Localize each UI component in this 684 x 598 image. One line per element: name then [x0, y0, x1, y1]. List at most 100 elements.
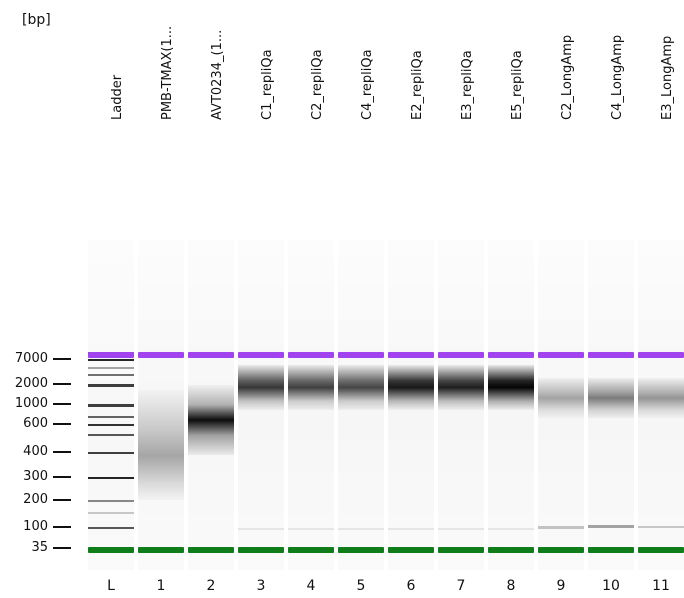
- lane-name-6: E2_repliQa: [391, 8, 431, 128]
- lane-name-5: C4_repliQa: [341, 8, 381, 128]
- lane-index-6: 6: [406, 578, 416, 594]
- lane-name-text-8: E5_repliQa: [510, 50, 525, 120]
- axis-tick-1000: [53, 403, 71, 405]
- axis-label-600: 600: [23, 416, 48, 431]
- band-4-1: [288, 528, 334, 530]
- lower-marker-2: [188, 547, 234, 553]
- lane-name-7: E3_repliQa: [441, 8, 481, 128]
- axis-label-100: 100: [23, 519, 48, 534]
- axis-label-1000: 1000: [14, 396, 48, 411]
- lane-L: [88, 240, 134, 570]
- lane-9: [538, 240, 584, 570]
- band-7-0: [438, 365, 484, 410]
- lane-gel-9: [538, 240, 584, 570]
- upper-marker-6: [388, 352, 434, 358]
- axis-tick-300: [53, 476, 71, 478]
- lane-index-L: L: [107, 578, 115, 594]
- axis-label-400: 400: [23, 444, 48, 459]
- lane-index-2: 2: [206, 578, 216, 594]
- band-L-8: [88, 434, 134, 436]
- band-L-4: [88, 384, 134, 387]
- band-7-1: [438, 528, 484, 530]
- lane-name-text-5: C4_repliQa: [360, 49, 375, 120]
- upper-marker-8: [488, 352, 534, 358]
- lane-name-1: PMB-TMAX(1...: [141, 8, 181, 128]
- upper-marker-3: [238, 352, 284, 358]
- lane-1: [138, 240, 184, 570]
- band-3-0: [238, 365, 284, 410]
- band-L-10: [88, 477, 134, 479]
- lane-index-10: 10: [602, 578, 620, 594]
- lower-marker-1: [138, 547, 184, 553]
- lane-index-11: 11: [652, 578, 670, 594]
- unit-label: [bp]: [22, 12, 51, 28]
- lane-index-3: 3: [256, 578, 266, 594]
- band-6-0: [388, 365, 434, 410]
- lower-marker-10: [588, 547, 634, 553]
- upper-marker-11: [638, 352, 684, 358]
- band-L-6: [88, 416, 134, 418]
- upper-marker-1: [138, 352, 184, 358]
- lower-marker-5: [338, 547, 384, 553]
- lane-name-text-7: E3_repliQa: [460, 50, 475, 120]
- axis-tick-35: [53, 547, 71, 549]
- lane-11: [638, 240, 684, 570]
- axis-label-2000: 2000: [14, 376, 48, 391]
- lane-4: [288, 240, 334, 570]
- band-9-1: [538, 526, 584, 529]
- band-4-0: [288, 365, 334, 410]
- band-L-12: [88, 512, 134, 514]
- upper-marker-2: [188, 352, 234, 358]
- band-8-0: [488, 365, 534, 410]
- lane-index-7: 7: [456, 578, 466, 594]
- axis-tick-2000: [53, 383, 71, 385]
- band-L-3: [88, 374, 134, 376]
- band-10-0: [588, 378, 634, 418]
- lane-name-L: Ladder: [91, 8, 131, 128]
- axis-tick-7000: [53, 358, 71, 360]
- band-5-1: [338, 528, 384, 530]
- band-2-0: [188, 385, 234, 455]
- axis-tick-400: [53, 451, 71, 453]
- axis-tick-200: [53, 499, 71, 501]
- lane-index-1: 1: [156, 578, 166, 594]
- lane-name-text-2: AVT0234_(1...: [210, 29, 225, 120]
- upper-marker-7: [438, 352, 484, 358]
- lane-2: [188, 240, 234, 570]
- lane-name-text-11: E3_LongAmp: [660, 35, 675, 120]
- band-8-1: [488, 528, 534, 530]
- lane-name-10: C4_LongAmp: [591, 8, 631, 128]
- lower-marker-6: [388, 547, 434, 553]
- band-L-1: [88, 359, 134, 361]
- lane-5: [338, 240, 384, 570]
- lane-name-2: AVT0234_(1...: [191, 8, 231, 128]
- axis-label-200: 200: [23, 492, 48, 507]
- upper-marker-9: [538, 352, 584, 358]
- lower-marker-9: [538, 547, 584, 553]
- lane-gel-11: [638, 240, 684, 570]
- lane-8: [488, 240, 534, 570]
- band-L-7: [88, 424, 134, 426]
- band-1-0: [138, 390, 184, 500]
- lane-name-8: E5_repliQa: [491, 8, 531, 128]
- lane-index-9: 9: [556, 578, 566, 594]
- axis-tick-100: [53, 526, 71, 528]
- lane-name-text-6: E2_repliQa: [410, 50, 425, 120]
- band-L-5: [88, 404, 134, 407]
- lane-name-text-1: PMB-TMAX(1...: [160, 25, 175, 120]
- lane-name-text-L: Ladder: [110, 74, 125, 120]
- band-3-1: [238, 528, 284, 530]
- band-5-0: [338, 365, 384, 410]
- band-L-2: [88, 367, 134, 369]
- band-6-1: [388, 528, 434, 530]
- lane-name-text-10: C4_LongAmp: [610, 34, 625, 120]
- axis-tick-600: [53, 423, 71, 425]
- lane-index-5: 5: [356, 578, 366, 594]
- lane-name-text-3: C1_repliQa: [260, 49, 275, 120]
- upper-marker-L: [88, 352, 134, 358]
- band-L-13: [88, 527, 134, 529]
- lower-marker-3: [238, 547, 284, 553]
- lane-name-11: E3_LongAmp: [641, 8, 681, 128]
- band-10-1: [588, 525, 634, 528]
